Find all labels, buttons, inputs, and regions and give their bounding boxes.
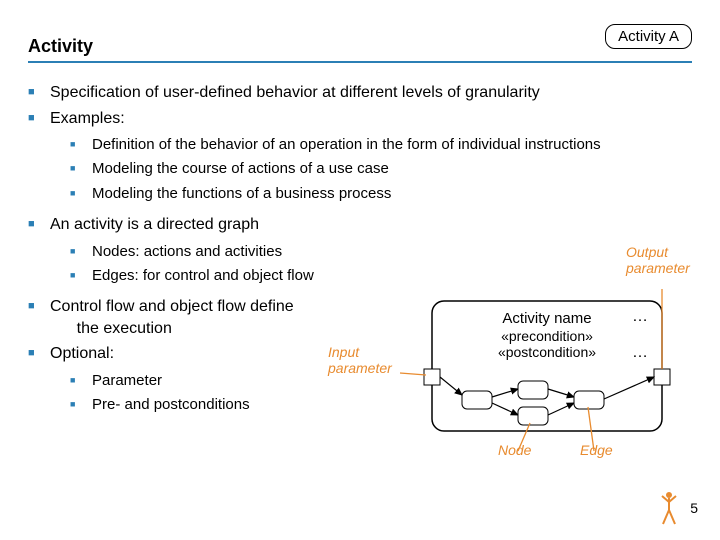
output-callout-label: parameter <box>625 260 691 276</box>
slide-header: Activity <box>28 36 692 63</box>
bullet-item: Examples: <box>28 108 692 130</box>
precondition-text: «precondition» <box>501 328 593 344</box>
param-box <box>654 369 670 385</box>
sub-bullet-item: Modeling the functions of a business pro… <box>70 184 692 204</box>
input-callout-label: parameter <box>327 360 393 376</box>
input-callout-line <box>400 373 426 375</box>
diagram-node <box>462 391 492 409</box>
bullet-text: Examples: <box>50 110 125 127</box>
sub-bullet-item: Definition of the behavior of an operati… <box>70 135 692 155</box>
edge-callout-label: Edge <box>580 442 613 458</box>
diagram-node <box>518 407 548 425</box>
page-number: 5 <box>690 500 698 516</box>
dots-bottom: … <box>632 344 648 361</box>
page-title: Activity <box>28 36 692 61</box>
activity-name-text: Activity name <box>502 310 591 327</box>
diagram-node <box>574 391 604 409</box>
node-callout-label: Node <box>498 442 532 458</box>
dots-top: … <box>632 308 648 325</box>
param-box <box>424 369 440 385</box>
bullet-text: Specification of user-defined behavior a… <box>50 84 540 101</box>
diagram-svg: Activity name«precondition»«postconditio… <box>380 255 700 455</box>
diagram-node <box>518 381 548 399</box>
postcondition-text: «postcondition» <box>498 344 596 360</box>
activity-diagram: Activity name«precondition»«postconditio… <box>390 295 690 495</box>
sub-bullet-item: Modeling the course of actions of a use … <box>70 159 692 179</box>
bullet-item: Specification of user-defined behavior a… <box>28 82 692 104</box>
output-callout-label: Output <box>626 244 669 260</box>
bullet-item: An activity is a directed graph <box>28 214 692 236</box>
input-callout-label: Input <box>328 344 360 360</box>
sub-bullet-list: Definition of the behavior of an operati… <box>70 135 692 204</box>
bullet-text: Optional: <box>50 345 114 362</box>
bullet-text: Control flow and object flow define the … <box>50 298 294 337</box>
person-logo-icon <box>658 490 680 526</box>
bullet-text: An activity is a directed graph <box>50 216 259 233</box>
